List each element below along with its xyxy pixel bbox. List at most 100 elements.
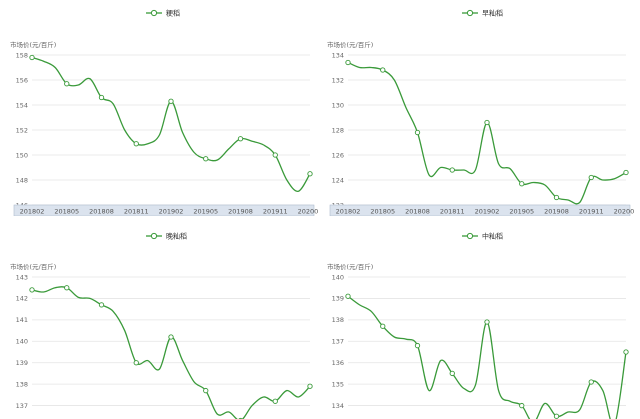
legend-item[interactable]: 粳稻 xyxy=(146,9,180,18)
data-point[interactable] xyxy=(623,349,629,355)
data-point[interactable] xyxy=(307,171,313,177)
y-tick-label: 139 xyxy=(16,359,28,367)
data-point[interactable] xyxy=(29,54,35,61)
data-point[interactable] xyxy=(519,402,525,409)
data-point[interactable] xyxy=(345,59,351,66)
y-tick-label: 135 xyxy=(332,380,344,388)
data-point[interactable] xyxy=(414,129,421,136)
panel-japonica: 粳稻 市场价(元/百斤) 146148150152154156158201802… xyxy=(0,0,318,216)
data-point[interactable] xyxy=(272,152,278,158)
legend-label[interactable]: 中籼稻 xyxy=(482,232,503,241)
legend-label[interactable]: 晚籼稻 xyxy=(166,232,187,241)
chart-late-indica-rice: 晚籼稻 市场价(元/百斤) 137 138 139 140 141 142 143 xyxy=(10,232,313,419)
legend-item[interactable]: 晚籼稻 xyxy=(146,232,187,241)
data-point[interactable] xyxy=(98,94,105,101)
x-axis-band xyxy=(329,204,631,216)
chart-early-indica-rice: 早籼稻 市场价(元/百斤) 12212412612813013213420180… xyxy=(327,9,634,216)
panel-early-indica: 早籼稻 市场价(元/百斤) 12212412612813013213420180… xyxy=(316,0,634,216)
data-point[interactable] xyxy=(623,169,629,176)
y-axis-name: 市场价(元/百斤) xyxy=(10,262,56,271)
data-point[interactable] xyxy=(98,302,105,308)
data-point[interactable] xyxy=(64,285,70,291)
y-tick-label: 130 xyxy=(332,101,344,109)
y-tick-label: 128 xyxy=(332,126,344,134)
legend-label[interactable]: 粳稻 xyxy=(166,9,180,18)
chart-japonica-rice: 粳稻 市场价(元/百斤) 146148150152154156158201802… xyxy=(10,9,318,216)
series-line xyxy=(347,295,627,419)
data-point[interactable] xyxy=(168,98,174,104)
plot-area: 1221241261281301321342018022018052018082… xyxy=(329,51,634,216)
y-tick-label: 143 xyxy=(16,273,28,281)
data-point[interactable] xyxy=(237,136,244,142)
data-point[interactable] xyxy=(203,387,209,394)
y-axis-name: 市场价(元/百斤) xyxy=(327,40,373,49)
data-point[interactable] xyxy=(380,67,386,73)
legend-circle-icon xyxy=(150,232,158,240)
legend-circle-icon xyxy=(466,232,474,240)
data-point[interactable] xyxy=(553,413,560,419)
x-tick-label: 201802 xyxy=(20,207,45,215)
data-point[interactable] xyxy=(449,370,455,377)
panel-mid-indica: 中籼稻 市场价(元/百斤) 134 135 136 137 138 139 140 xyxy=(316,222,634,419)
y-axis-name: 市场价(元/百斤) xyxy=(10,40,56,49)
y-tick-label: 139 xyxy=(332,295,344,303)
y-tick-label: 126 xyxy=(332,151,344,159)
data-point[interactable] xyxy=(553,194,560,201)
data-point[interactable] xyxy=(29,287,35,293)
y-tick-label: 124 xyxy=(332,176,344,184)
data-point[interactable] xyxy=(133,360,139,366)
data-point[interactable] xyxy=(588,174,594,181)
y-tick-label: 142 xyxy=(16,295,28,303)
y-tick-label: 140 xyxy=(332,273,344,281)
y-tick-label: 137 xyxy=(332,338,344,346)
x-tick-label: 201811 xyxy=(124,207,149,215)
x-tick-label: 201905 xyxy=(509,207,534,215)
y-tick-label: 156 xyxy=(16,76,28,84)
data-point[interactable] xyxy=(345,293,351,299)
y-tick-label: 141 xyxy=(16,316,28,324)
y-axis-name: 市场价(元/百斤) xyxy=(327,262,373,271)
x-tick-label: 201911 xyxy=(263,207,288,215)
x-tick-label: 201908 xyxy=(544,207,569,215)
data-point[interactable] xyxy=(133,141,139,147)
x-tick-label: 201905 xyxy=(193,207,218,215)
legend-item[interactable]: 早籼稻 xyxy=(462,9,503,18)
series-line xyxy=(31,286,311,419)
x-axis-band xyxy=(13,204,315,216)
y-tick-label: 136 xyxy=(332,359,344,367)
y-tick-label: 152 xyxy=(16,126,28,134)
x-tick-label: 201811 xyxy=(440,207,465,215)
data-point[interactable] xyxy=(519,181,525,187)
data-point[interactable] xyxy=(380,323,386,329)
x-tick-label: 201808 xyxy=(89,207,114,215)
legend-circle-icon xyxy=(150,9,158,17)
series-line xyxy=(31,56,311,192)
data-point[interactable] xyxy=(64,81,70,87)
data-point[interactable] xyxy=(449,167,455,173)
data-point[interactable] xyxy=(203,156,209,162)
y-tick-label: 158 xyxy=(16,51,28,59)
x-tick-label: 201902 xyxy=(475,207,500,215)
panel-late-indica: 晚籼稻 市场价(元/百斤) 137 138 139 140 141 142 143 xyxy=(0,222,318,419)
data-point[interactable] xyxy=(272,398,278,404)
y-tick-label: 138 xyxy=(332,316,344,324)
x-tick-label: 201808 xyxy=(405,207,430,215)
data-point[interactable] xyxy=(588,379,594,385)
legend-item[interactable]: 中籼稻 xyxy=(462,232,503,241)
x-tick-label: 201802 xyxy=(336,207,361,215)
data-point[interactable] xyxy=(484,119,490,126)
data-point[interactable] xyxy=(307,383,313,389)
y-tick-label: 148 xyxy=(16,176,28,184)
y-tick-label: 150 xyxy=(16,151,28,159)
data-point[interactable] xyxy=(168,334,174,340)
legend-label[interactable]: 早籼稻 xyxy=(482,9,503,18)
plot-area: 1461481501521541561582018022018052018082… xyxy=(13,51,318,216)
chart-mid-indica-rice: 中籼稻 市场价(元/百斤) 134 135 136 137 138 139 140 xyxy=(327,232,629,419)
data-point[interactable] xyxy=(484,319,490,325)
x-tick-label: 201805 xyxy=(54,207,79,215)
x-tick-label: 201902 xyxy=(159,207,184,215)
x-tick-label: 202002 xyxy=(298,207,318,215)
data-point[interactable] xyxy=(414,342,421,349)
x-tick-label: 201911 xyxy=(579,207,604,215)
series-line xyxy=(347,61,627,205)
